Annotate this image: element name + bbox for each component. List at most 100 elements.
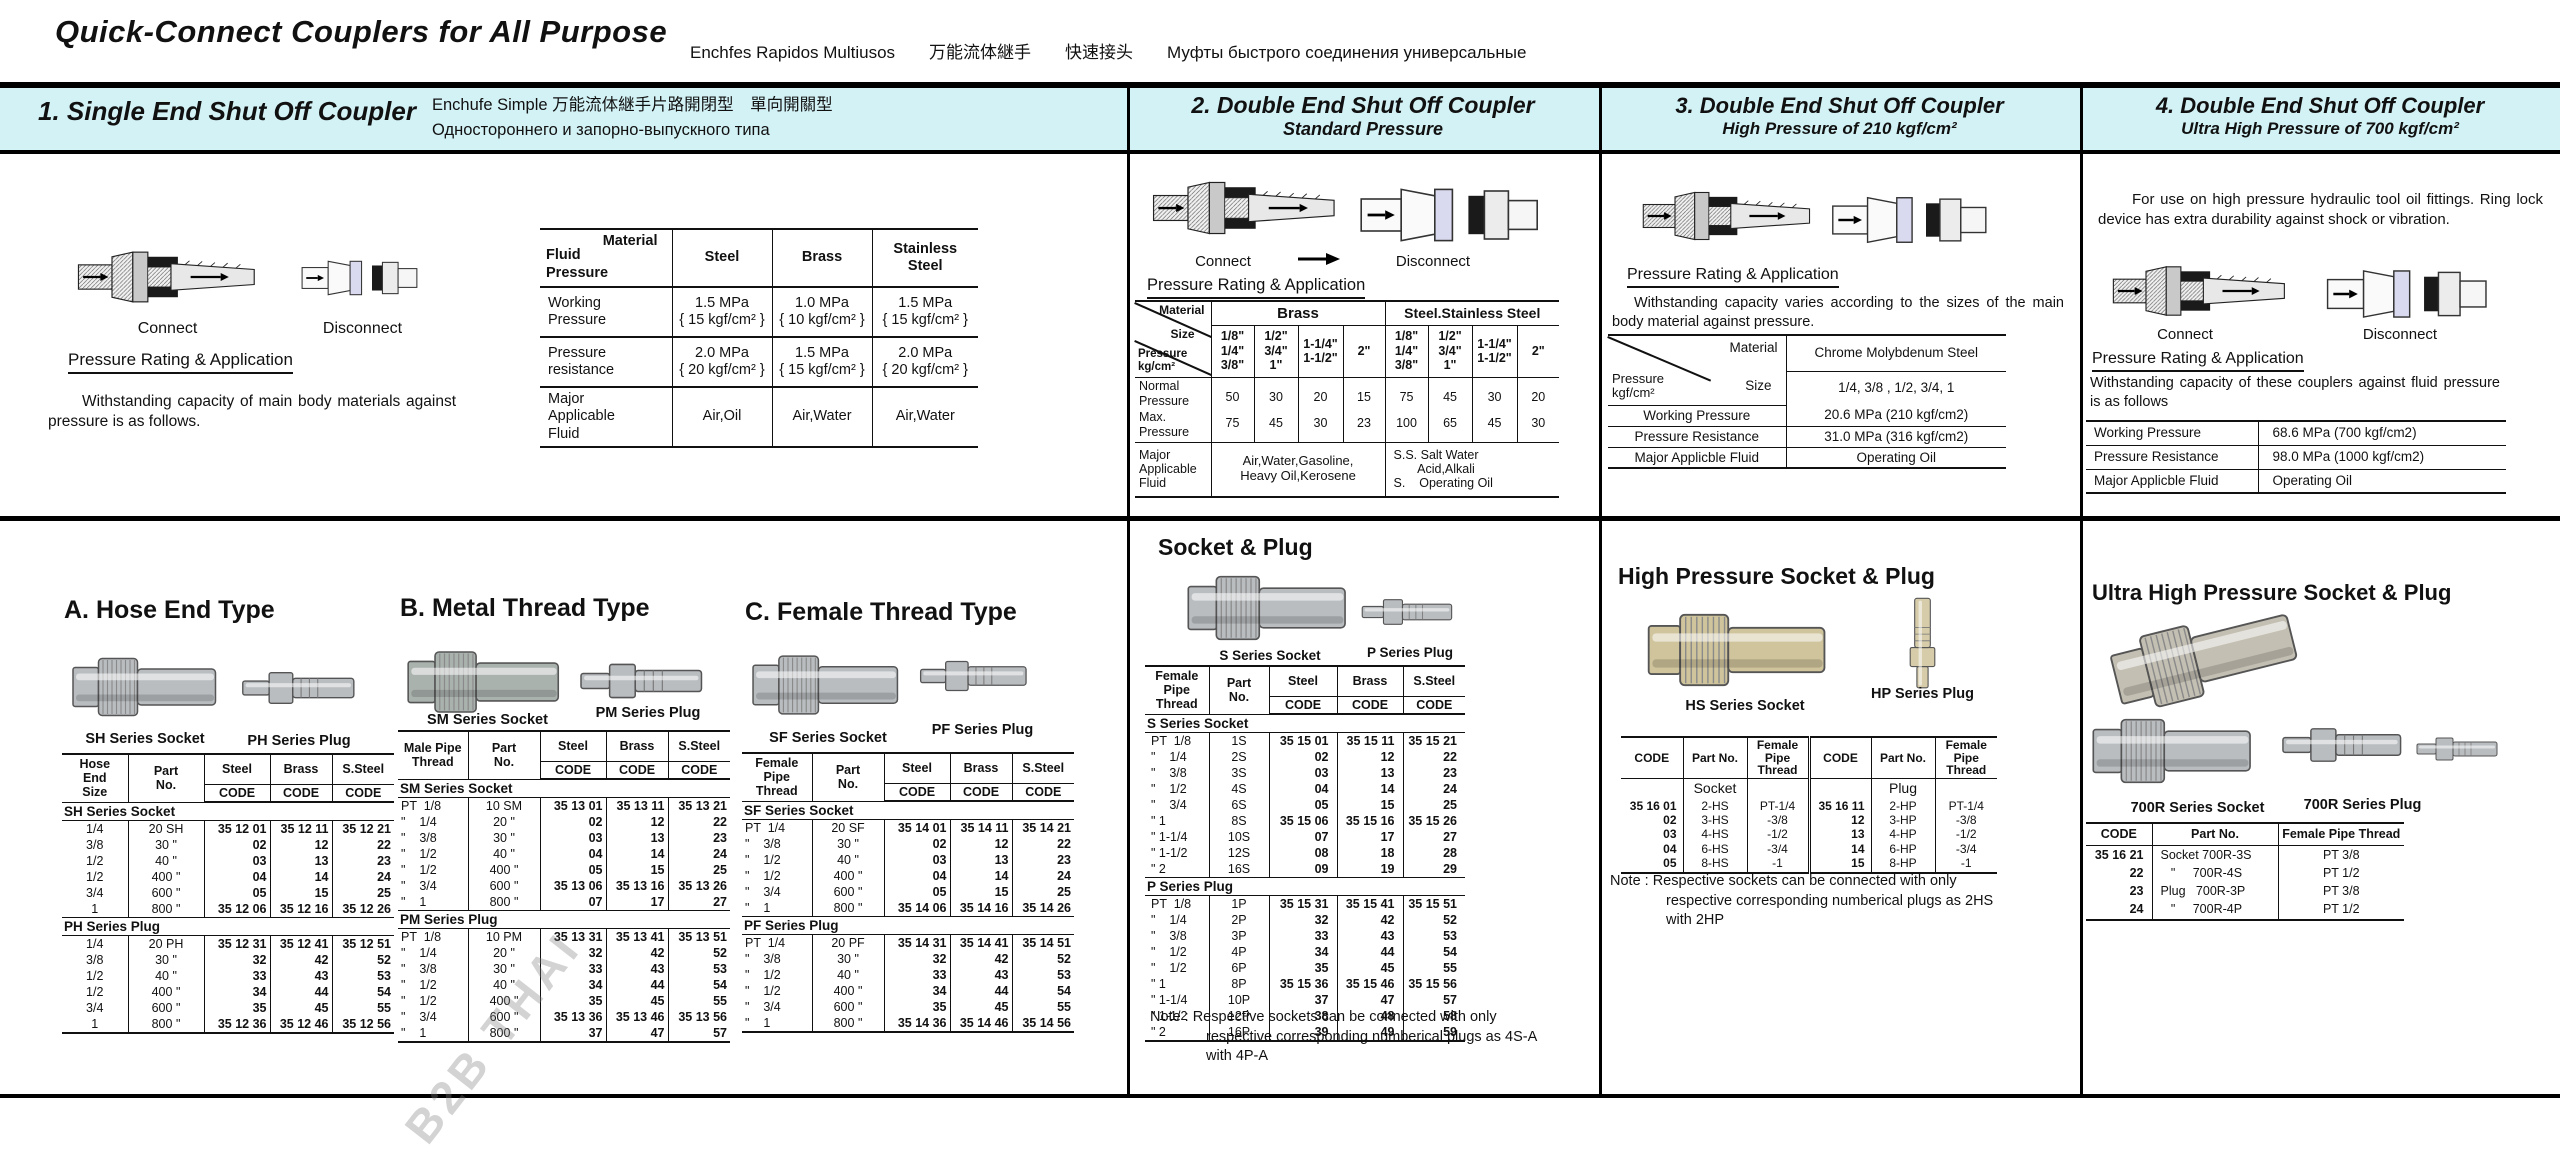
section2-title: 2. Double End Shut Off Coupler bbox=[1191, 92, 1535, 118]
table-row: " 1/2 400 " 05 15 25 bbox=[398, 862, 730, 879]
table-row: Working Pressure 20.6 MPa (210 kgf/cm2) bbox=[1608, 405, 2006, 427]
hp-socket-plug-table: CODE Part No. Female Pipe Thread CODE Pa… bbox=[1621, 736, 1997, 874]
s3-table-corner: Material Size Pressure kgf/cm² bbox=[1607, 335, 1786, 406]
table-row: " 1 800 " 07 17 27 bbox=[398, 894, 730, 911]
table-row: 1/2 400 " 34 44 54 bbox=[62, 984, 394, 1001]
pm-plug-label: PM Series Plug bbox=[595, 705, 701, 721]
table-row: " 1/2 40 " 33 43 53 bbox=[742, 967, 1074, 984]
divider-s1-s2 bbox=[1127, 82, 1130, 1098]
table-row: PT 1/8 10 PM 35 13 31 35 13 41 35 13 51 bbox=[398, 928, 730, 946]
page-title-translations: Enchfes Rapidos Multiusos 万能流体継手 快速接头 Му… bbox=[690, 43, 1527, 62]
hs-socket-label: HS Series Socket bbox=[1685, 698, 1805, 714]
s4-connect-diagram bbox=[2110, 252, 2290, 330]
ph-plug-photo bbox=[240, 660, 358, 716]
section1-title: 1. Single End Shut Off Coupler bbox=[38, 96, 416, 126]
table-row: 1 800 " 35 12 36 35 12 46 35 12 56 bbox=[62, 1016, 394, 1034]
hose-end-table: Hose End Size Part No. Steel Brass S.Ste… bbox=[62, 753, 394, 1035]
section3-title: 3. Double End Shut Off Coupler bbox=[1675, 93, 2004, 118]
uhp-plug-photo bbox=[2280, 712, 2405, 778]
group-label: SH Series Socket bbox=[62, 801, 394, 822]
table-row: " 3/8 30 " 03 13 23 bbox=[398, 830, 730, 847]
s3-connect-diagram bbox=[1640, 178, 1815, 254]
s-series-socket-photo bbox=[1185, 566, 1350, 650]
table-row: " 1 800 " 35 14 36 35 14 46 35 14 56 bbox=[742, 1015, 1074, 1033]
s1-disconnect-label: Disconnect bbox=[322, 320, 403, 337]
table-row: " 1/2 4S 04 14 24 bbox=[1145, 781, 1465, 798]
table-row: 3/4 600 " 05 15 25 bbox=[62, 885, 394, 902]
s2-disconnect-diagram bbox=[1350, 175, 1550, 255]
s1-pressure-rating-heading: Pressure Rating & Application bbox=[68, 350, 293, 374]
section1-subtitle-line1: Enchufe Simple 万能流体継手片路開閉型 單向開關型 bbox=[432, 96, 833, 114]
table-row: " 1/4 20 " 02 12 22 bbox=[398, 814, 730, 831]
table-row: " 1/4 2P 32 42 52 bbox=[1145, 912, 1465, 929]
partsC-heading: C. Female Thread Type bbox=[745, 598, 1017, 626]
p-series-plug-label: P Series Plug bbox=[1366, 645, 1454, 660]
pressure-row: Normal Pressure Max. Pressure 50 75 30 4… bbox=[1135, 377, 1560, 443]
s3-pressure-rating-heading: Pressure Rating & Application bbox=[1627, 266, 1839, 288]
table-row: " 3/4 600 " 35 13 36 35 13 46 35 13 56 bbox=[398, 1009, 730, 1026]
s3-rating-table: Material Size Pressure kgf/cm² Chrome Mo… bbox=[1607, 334, 2006, 470]
section3-header: 3. Double End Shut Off Coupler High Pres… bbox=[1599, 93, 2080, 139]
pf-plug-label: PF Series Plug bbox=[931, 722, 1034, 738]
table-row: " 1/2 40 " 03 13 23 bbox=[742, 852, 1074, 869]
partsB-heading: B. Metal Thread Type bbox=[400, 594, 650, 622]
sf-socket-label: SF Series Socket bbox=[769, 730, 887, 746]
table-row: " 3/8 30 " 33 43 53 bbox=[398, 961, 730, 978]
table-row: Major Applicble Fluid Operating Oil bbox=[2086, 469, 2506, 493]
hs-socket-photo bbox=[1645, 602, 1830, 698]
table-row: Pressure Resistance 98.0 MPa (1000 kgf/c… bbox=[2086, 445, 2506, 470]
s1-material-corner: Material Fluid Pressure bbox=[540, 229, 672, 288]
section4-subtitle: Ultra High Pressure of 700 kgf/cm² bbox=[2181, 119, 2459, 138]
table-row: 1 800 " 35 12 06 35 12 16 35 12 26 bbox=[62, 901, 394, 918]
uhp-socket-plug-heading: Ultra High Pressure Socket & Plug bbox=[2092, 580, 2452, 605]
table-row: PT 1/8 10 SM 35 13 01 35 13 11 35 13 21 bbox=[398, 797, 730, 815]
table-row: " 3/4 600 " 35 45 55 bbox=[742, 999, 1074, 1016]
uhp-socket-label: 700R Series Socket bbox=[2130, 800, 2265, 816]
table-row: " 3/4 6S 05 15 25 bbox=[1145, 797, 1465, 814]
s4-intro-text: For use on high pressure hydraulic tool … bbox=[2098, 191, 2543, 228]
section1-subtitle: Enchufe Simple 万能流体継手片路開閉型 單向開關型 Односто… bbox=[432, 93, 833, 143]
table-row: " 2 16P 39 49 59 bbox=[1145, 1024, 1465, 1042]
s2-note: Note : Respective sockets can be connect… bbox=[1150, 1009, 1538, 1065]
sm-socket-label: SM Series Socket bbox=[427, 712, 548, 728]
hp-socket-plug-heading: High Pressure Socket & Plug bbox=[1618, 563, 1935, 589]
s1-connect-label: Connect bbox=[137, 320, 198, 337]
table-row: 3/8 30 " 02 12 22 bbox=[62, 837, 394, 854]
pm-plug-photo bbox=[578, 650, 706, 712]
sh-socket-photo bbox=[70, 645, 220, 729]
table-row: PT 1/8 1S 35 15 01 35 15 11 35 15 21 bbox=[1145, 732, 1465, 750]
table-row: " 1/2 400 " 04 14 24 bbox=[742, 868, 1074, 885]
group-label: PM Series Plug bbox=[398, 910, 730, 930]
s3-pressure-text: Withstanding capacity varies according t… bbox=[1612, 295, 2064, 331]
table-row: Pressure Resistance 31.0 MPa (316 kgf/cm… bbox=[1608, 426, 2006, 448]
table-row: 35 16 21 Socket 700R-3S PT 3/8 bbox=[2086, 845, 2404, 864]
table-row: " 1/2 40 " 34 44 54 bbox=[398, 977, 730, 994]
table-row: 1/2 40 " 03 13 23 bbox=[62, 853, 394, 870]
group-label: SM Series Socket bbox=[398, 778, 730, 799]
table-row: " 3/8 30 " 02 12 22 bbox=[742, 836, 1074, 853]
female-thread-table: Female Pipe Thread Part No. Steel Brass … bbox=[742, 752, 1074, 1034]
page-title: Quick-Connect Couplers for All Purpose bbox=[55, 14, 668, 49]
table-row: 1/4 20 PH 35 12 31 35 12 41 35 12 51 bbox=[62, 935, 394, 953]
table-row: " 1 800 " 35 14 06 35 14 16 35 14 26 bbox=[742, 900, 1074, 917]
table-row: " 3/4 600 " 35 13 06 35 13 16 35 13 26 bbox=[398, 878, 730, 895]
s4-connect-label: Connect bbox=[2157, 326, 2213, 343]
section2-header: 2. Double End Shut Off Coupler Standard … bbox=[1127, 92, 1599, 140]
s1-material-table: Material Fluid Pressure Steel Brass Stai… bbox=[540, 228, 978, 449]
ph-plug-label: PH Series Plug bbox=[247, 733, 351, 749]
sf-socket-photo bbox=[750, 642, 902, 728]
s4-disconnect-label: Disconnect bbox=[2362, 326, 2438, 343]
divider-s3-s4 bbox=[2080, 82, 2083, 1098]
uhp-plug-label: 700R Series Plug bbox=[2303, 797, 2422, 813]
s4-rating-table: Working Pressure 68.6 MPa (700 kgf/cm2) … bbox=[2086, 420, 2506, 494]
s3-disconnect-diagram bbox=[1830, 185, 1990, 255]
table-row: PT 1/4 20 PF 35 14 31 35 14 41 35 14 51 bbox=[742, 934, 1074, 952]
table-row: " 1/2 400 " 34 44 54 bbox=[742, 983, 1074, 1000]
bottom-rule bbox=[0, 1094, 2560, 1098]
table-row: " 1/2 40 " 04 14 24 bbox=[398, 846, 730, 863]
section4-header: 4. Double End Shut Off Coupler Ultra Hig… bbox=[2080, 93, 2560, 139]
section3-subtitle: High Pressure of 210 kgf/cm² bbox=[1722, 119, 1957, 138]
s4-pressure-text: Withstanding capacity of these couplers … bbox=[2090, 375, 2500, 411]
divider-s2-s3 bbox=[1599, 82, 1602, 1098]
